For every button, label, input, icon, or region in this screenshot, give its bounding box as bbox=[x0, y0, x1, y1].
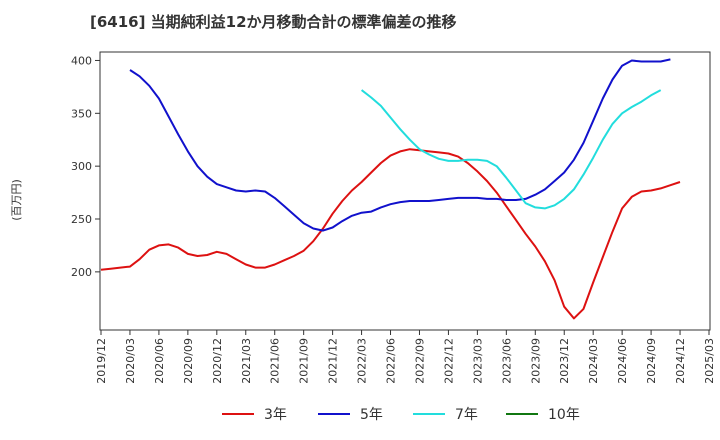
x-tick-label: 2022/12 bbox=[442, 338, 455, 384]
series-line-5年 bbox=[129, 58, 671, 232]
series-line-7年 bbox=[360, 89, 662, 210]
chart-title: [6416] 当期純利益12か月移動合計の標準偏差の推移 bbox=[90, 13, 457, 31]
legend: 3年 5年 7年 10年 bbox=[222, 407, 580, 423]
x-tick-label: 2019/12 bbox=[95, 338, 108, 384]
y-axis: 200 250 300 350 400 bbox=[71, 54, 100, 279]
plot-area-frame bbox=[99, 51, 711, 331]
legend-label: 10年 bbox=[548, 407, 580, 423]
x-tick-label: 2020/06 bbox=[153, 338, 166, 384]
x-tick-label: 2024/03 bbox=[587, 338, 600, 384]
x-tick-label: 2021/12 bbox=[327, 338, 340, 384]
legend-label: 5年 bbox=[360, 407, 383, 423]
x-tick-label: 2023/03 bbox=[471, 338, 484, 384]
x-tick-label: 2023/09 bbox=[529, 338, 542, 384]
series-line-3年 bbox=[100, 148, 681, 320]
x-tick-label: 2020/03 bbox=[124, 338, 137, 384]
legend-label: 3年 bbox=[264, 407, 287, 423]
y-tick-label: 200 bbox=[71, 266, 92, 279]
x-tick-label: 2022/09 bbox=[413, 338, 426, 384]
x-tick-label: 2024/12 bbox=[674, 338, 687, 384]
x-tick-label: 2021/06 bbox=[269, 338, 282, 384]
x-tick-label: 2021/03 bbox=[240, 338, 253, 384]
x-tick-label: 2024/09 bbox=[645, 338, 658, 384]
plot-series bbox=[100, 58, 681, 320]
x-tick-label: 2023/06 bbox=[500, 338, 513, 384]
x-tick-label: 2022/06 bbox=[385, 338, 398, 384]
x-tick-label: 2024/06 bbox=[616, 338, 629, 384]
x-tick-label: 2020/09 bbox=[182, 338, 195, 384]
y-tick-label: 400 bbox=[71, 54, 92, 67]
y-tick-label: 300 bbox=[71, 160, 92, 173]
x-tick-label: 2025/03 bbox=[703, 338, 716, 384]
x-tick-label: 2020/12 bbox=[211, 338, 224, 384]
y-tick-label: 350 bbox=[71, 107, 92, 120]
x-axis: 2019/12 2020/03 2020/06 2020/09 2020/12 2021/… bbox=[95, 330, 716, 384]
y-tick-label: 250 bbox=[71, 213, 92, 226]
legend-label: 7年 bbox=[455, 407, 478, 423]
y-axis-label: (百万円) bbox=[10, 179, 23, 221]
x-tick-label: 2023/12 bbox=[558, 338, 571, 384]
x-tick-label: 2022/03 bbox=[356, 338, 369, 384]
x-tick-label: 2021/09 bbox=[298, 338, 311, 384]
